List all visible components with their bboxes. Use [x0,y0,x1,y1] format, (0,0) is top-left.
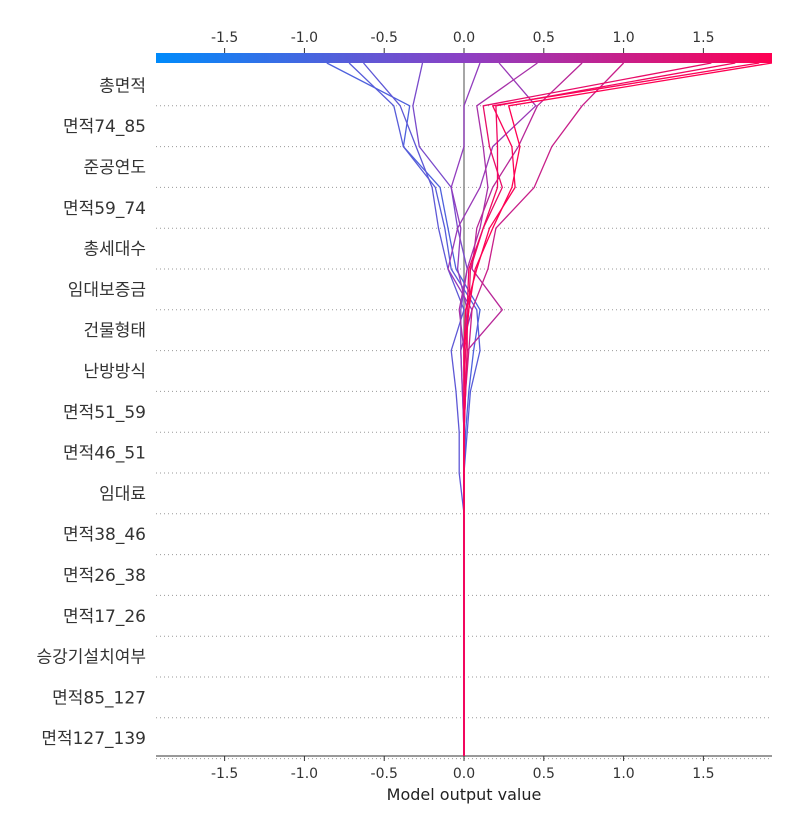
decision-line [348,62,481,756]
feature-label: 면적74_85 [63,117,146,137]
x-tick-label-top: 0.0 [453,30,475,46]
decision-line [463,62,773,756]
x-tick-label-top: -0.5 [371,30,398,46]
x-tick-label-bottom: -1.0 [291,766,318,782]
feature-label: 면적26_38 [63,566,146,586]
decision-line [463,62,736,756]
feature-label: 면적127_139 [41,729,146,749]
feature-label: 준공연도 [83,158,146,178]
feature-label: 면적51_59 [63,403,146,423]
decision-line [463,62,583,756]
decision-line [363,62,465,756]
x-axis-title: Model output value [387,785,542,804]
x-tick-label-top: -1.5 [211,30,238,46]
x-tick-label-bottom: -0.5 [371,766,398,782]
decision-line [463,62,712,756]
decision-line [447,62,537,756]
feature-label: 면적38_46 [63,525,146,545]
feature-label: 승강기설치여부 [37,648,146,668]
feature-label: 임대료 [99,484,146,504]
decision-line [458,62,538,756]
x-tick-label-top: 1.0 [612,30,634,46]
feature-label: 임대보증금 [68,280,146,300]
feature-label: 면적59_74 [63,199,146,219]
decision-line [463,62,760,756]
feature-label: 총면적 [99,76,146,96]
x-tick-label-top: -1.0 [291,30,318,46]
feature-label: 면적17_26 [63,607,146,627]
feature-label: 면적85_127 [52,688,146,708]
x-tick-label-top: 0.5 [533,30,555,46]
decision-lines [326,62,773,756]
x-tick-label-bottom: 1.5 [692,766,714,782]
feature-label: 면적46_51 [63,444,146,464]
x-tick-label-bottom: 0.0 [453,766,475,782]
x-tick-label-bottom: -1.5 [211,766,238,782]
colorbar [156,53,772,63]
x-tick-label-top: 1.5 [692,30,714,46]
feature-label: 난방방식 [83,362,146,382]
decision-line [463,62,625,756]
feature-label: 총세대수 [83,240,146,260]
decision-line [450,62,481,756]
x-tick-label-bottom: 0.5 [533,766,555,782]
x-tick-label-bottom: 1.0 [612,766,634,782]
feature-label: 건물형태 [83,321,146,341]
